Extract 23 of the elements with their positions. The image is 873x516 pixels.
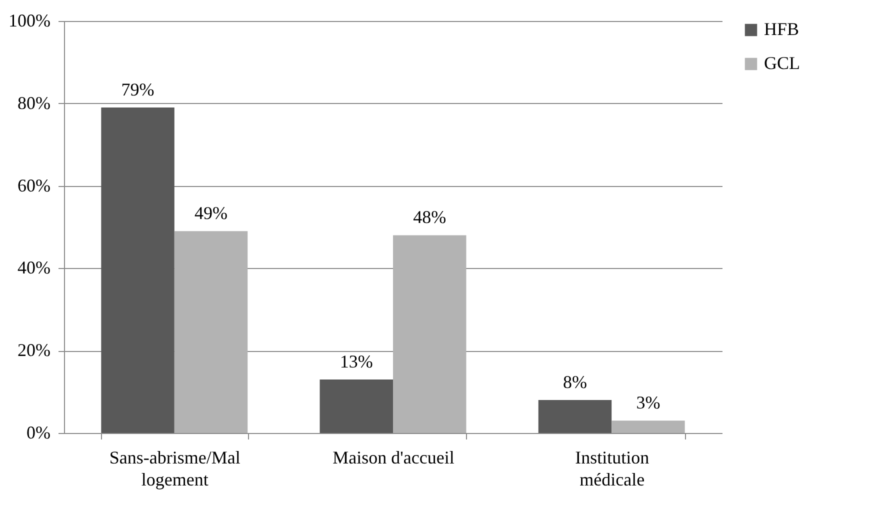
- bar: [174, 231, 248, 433]
- y-tick-label: 40%: [18, 258, 50, 278]
- bar: [320, 379, 393, 433]
- bar: [538, 400, 612, 433]
- data-label: 49%: [194, 203, 228, 224]
- y-tick-label: 100%: [8, 10, 50, 30]
- bar: [393, 235, 466, 433]
- data-label: 8%: [562, 372, 587, 392]
- data-label: 48%: [413, 207, 446, 228]
- y-tick-label: 60%: [18, 175, 50, 196]
- x-tick-label: Maison d'accueil: [332, 448, 454, 468]
- legend-label: GCL: [764, 53, 800, 73]
- y-tick-label: 80%: [18, 92, 50, 113]
- bar: [101, 108, 174, 433]
- bar: [612, 420, 685, 433]
- data-label: 13%: [340, 351, 373, 372]
- y-tick-label: 20%: [18, 340, 50, 360]
- data-label: 3%: [636, 392, 660, 413]
- x-tick-label: Sans-abrisme/Mal logement: [109, 448, 240, 490]
- x-tick-label: Institution médicale: [575, 448, 650, 490]
- data-label: 79%: [121, 80, 154, 100]
- y-tick-label: 0%: [26, 422, 50, 442]
- legend-label: HFB: [764, 19, 800, 39]
